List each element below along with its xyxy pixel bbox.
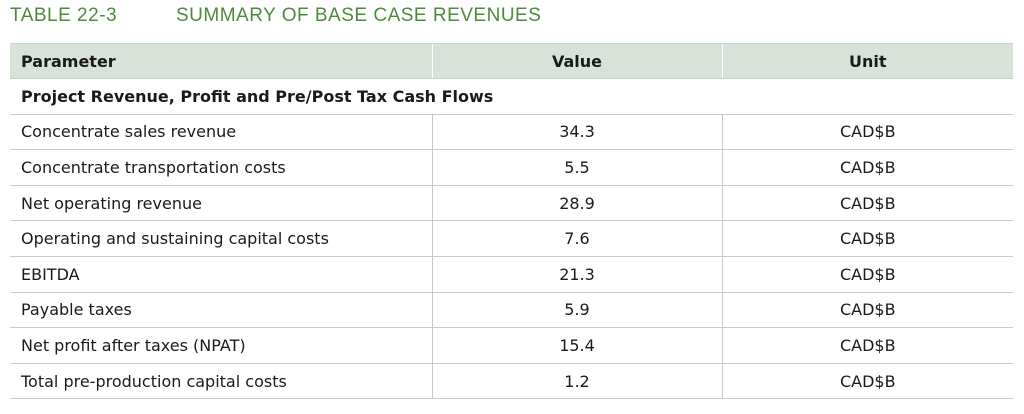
row-unit: CAD$B [721, 220, 1013, 257]
row-unit: CAD$B [721, 256, 1013, 293]
row-unit: CAD$B [721, 114, 1013, 151]
row-value: 28.9 [431, 185, 722, 222]
row-unit: CAD$B [721, 292, 1013, 329]
table-row: Total pre-production capital costs 1.2 CAD… [10, 363, 1013, 400]
row-parameter: Net operating revenue [10, 185, 432, 222]
header-row: Parameter Value Unit [10, 43, 1013, 79]
row-value: 5.9 [431, 292, 722, 329]
revenue-summary-table: Parameter Value Unit Project Revenue, Pr… [10, 43, 1013, 400]
row-value: 21.3 [431, 256, 722, 293]
row-parameter: Net profit after taxes (NPAT) [10, 327, 432, 364]
row-unit: CAD$B [721, 363, 1013, 400]
row-value: 5.5 [431, 149, 722, 186]
row-parameter: Total pre-production capital costs [10, 363, 432, 400]
row-parameter: Concentrate sales revenue [10, 114, 432, 151]
table-row: Operating and sustaining capital costs 7.… [10, 220, 1013, 257]
row-unit: CAD$B [721, 185, 1013, 222]
table-header: Parameter Value Unit [10, 43, 1013, 79]
table-number: TABLE 22-3 [10, 5, 118, 26]
table-row: Payable taxes 5.9 CAD$B [10, 292, 1013, 329]
row-value: 34.3 [431, 114, 722, 151]
row-parameter: Operating and sustaining capital costs [10, 220, 432, 257]
table-row: Concentrate transportation costs 5.5 CAD$B [10, 149, 1013, 186]
table-body: Project Revenue, Profit and Pre/Post Tax… [10, 78, 1013, 400]
row-value: 15.4 [431, 327, 722, 364]
row-value: 7.6 [431, 220, 722, 257]
header-parameter: Parameter [10, 43, 432, 79]
table-caption: TABLE 22-3 SUMMARY OF BASE CASE REVENUES [10, 3, 541, 29]
section-heading: Project Revenue, Profit and Pre/Post Tax… [10, 78, 1013, 115]
header-unit: Unit [721, 43, 1013, 79]
row-parameter: EBITDA [10, 256, 432, 293]
table-title: SUMMARY OF BASE CASE REVENUES [176, 5, 542, 26]
section-row: Project Revenue, Profit and Pre/Post Tax… [10, 78, 1013, 115]
table-row: Net profit after taxes (NPAT) 15.4 CAD$B [10, 327, 1013, 364]
row-parameter: Payable taxes [10, 292, 432, 329]
row-unit: CAD$B [721, 149, 1013, 186]
row-parameter: Concentrate transportation costs [10, 149, 432, 186]
row-value: 1.2 [431, 363, 722, 400]
table-row: Concentrate sales revenue 34.3 CAD$B [10, 114, 1013, 151]
table-row: EBITDA 21.3 CAD$B [10, 256, 1013, 293]
table-row: Net operating revenue 28.9 CAD$B [10, 185, 1013, 222]
row-unit: CAD$B [721, 327, 1013, 364]
header-value: Value [431, 43, 722, 79]
